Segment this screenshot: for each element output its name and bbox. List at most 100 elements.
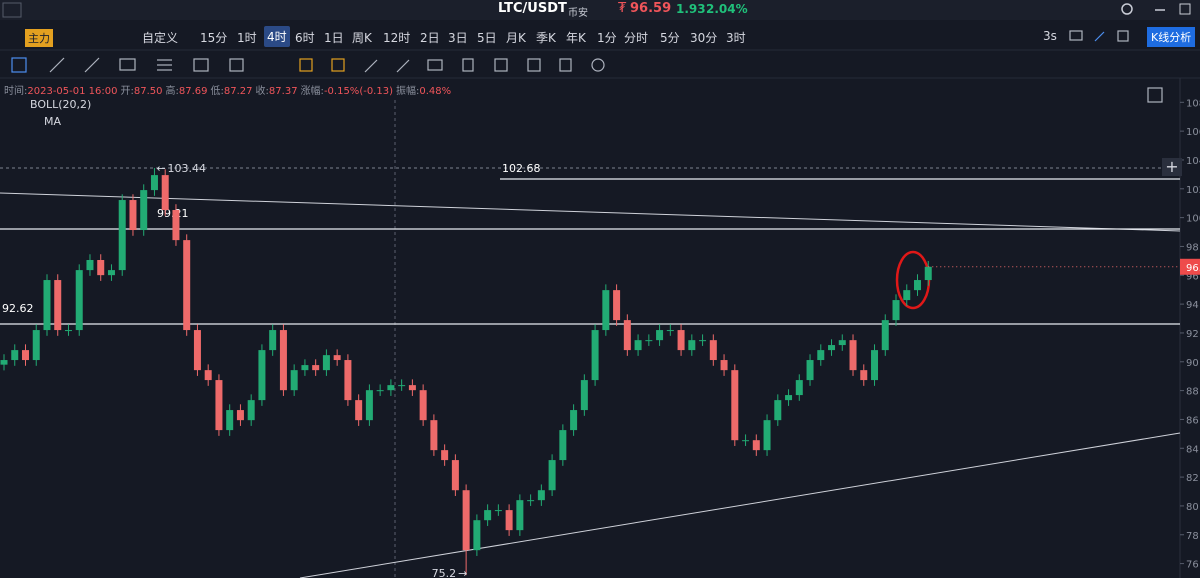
lock-tool[interactable] — [462, 58, 474, 72]
line-tool[interactable] — [49, 57, 65, 73]
candle-tool[interactable] — [427, 59, 443, 71]
y-tick-label: 82 — [1186, 473, 1199, 484]
search-icon[interactable] — [1121, 3, 1133, 15]
candle-body — [215, 380, 223, 431]
interval-button[interactable]: 5分 — [660, 31, 680, 45]
y-tick-label: 78 — [1186, 531, 1199, 542]
candle-body — [806, 360, 814, 381]
candle-body — [559, 430, 567, 461]
candle-body — [172, 209, 180, 241]
interval-button[interactable]: 季K — [536, 31, 556, 45]
pen-tool[interactable] — [364, 59, 378, 73]
magnet-tool[interactable] — [331, 58, 345, 72]
info-value: 87.69 — [178, 86, 208, 97]
candle-body — [355, 400, 363, 421]
candle-body — [570, 410, 578, 431]
interval-button[interactable]: 1分 — [597, 31, 617, 45]
interval-button[interactable]: 3时 — [726, 31, 746, 45]
y-tick-label: 84 — [1186, 444, 1199, 455]
fullscreen-icon[interactable] — [1147, 87, 1163, 103]
info-label: 收: — [255, 86, 269, 97]
info-label: 低: — [210, 86, 224, 97]
ohlc-info: 时间:2023-05-01 16:00 开:87.50 高:87.69 低:87.27… — [4, 82, 454, 97]
candle-body — [645, 340, 653, 342]
indicator-boll[interactable]: BOLL(20,2) — [30, 98, 92, 111]
candle-body — [129, 200, 137, 231]
interval-button[interactable]: 1日 — [324, 31, 344, 45]
candle-body — [613, 290, 621, 321]
candle-body — [279, 330, 287, 391]
main-indicator-button[interactable]: 主力 — [25, 29, 53, 47]
interval-button[interactable]: 3日 — [448, 31, 468, 45]
measure-tool[interactable] — [229, 58, 244, 72]
add-icon[interactable]: + — [1165, 157, 1178, 176]
interval-button[interactable]: 年K — [566, 31, 586, 45]
interval-button[interactable]: 4时 — [264, 26, 290, 47]
candle-body — [634, 340, 642, 351]
interval-button[interactable]: 1时 — [237, 31, 257, 45]
ruler-tool[interactable] — [299, 58, 313, 72]
rect-tool[interactable] — [119, 58, 136, 71]
refresh-interval[interactable]: 3s — [1043, 29, 1057, 43]
arrow: ← — [156, 162, 165, 175]
copy-tool[interactable] — [494, 58, 508, 72]
parallel-tool[interactable] — [84, 57, 100, 73]
indicator-ma[interactable]: MA — [44, 115, 62, 128]
y-tick-label: 86 — [1186, 415, 1199, 426]
interval-button[interactable]: 2日 — [420, 31, 440, 45]
last-price: 96.59 — [630, 1, 672, 16]
candle-body — [838, 340, 846, 346]
candle-body — [193, 330, 201, 371]
interval-button[interactable]: 15分 — [200, 31, 228, 45]
candle-body — [236, 410, 244, 421]
candle-body — [720, 360, 728, 371]
custom-button[interactable]: 自定义 — [142, 31, 179, 45]
candle-body — [269, 330, 277, 351]
app-icon[interactable] — [2, 2, 22, 18]
candle-body — [484, 510, 492, 521]
y-tick-label: 102 — [1186, 185, 1200, 196]
interval-button[interactable]: 月K — [506, 31, 526, 45]
interval-button[interactable]: 周K — [352, 31, 372, 45]
candle-body — [505, 510, 513, 531]
interval-button[interactable]: 6时 — [295, 31, 315, 45]
add-button[interactable] — [1162, 158, 1182, 176]
candle-body — [32, 330, 40, 361]
candle-body — [602, 290, 610, 331]
edit-tool[interactable] — [527, 58, 541, 72]
settings-tool[interactable] — [591, 58, 605, 72]
draw-icon[interactable] — [1094, 31, 1105, 42]
y-tick-label: 96 — [1186, 271, 1199, 282]
candle-body — [43, 280, 51, 331]
candle-body — [75, 270, 83, 331]
interval-button[interactable]: 分时 — [624, 31, 649, 45]
trend-line — [0, 192, 1181, 232]
interval-button[interactable]: 30分 — [690, 31, 718, 45]
camera-icon[interactable] — [1069, 30, 1083, 41]
currency-symbol: ₮ — [618, 1, 627, 16]
analysis-button[interactable]: K线分析 — [1147, 27, 1196, 47]
candle-body — [742, 440, 750, 442]
cross-tool[interactable] — [11, 57, 27, 73]
candle-body — [785, 395, 793, 401]
info-value: 0.48% — [419, 86, 452, 97]
y-tick-label: 80 — [1186, 502, 1199, 513]
candle-body — [892, 300, 900, 321]
delete-tool[interactable] — [559, 58, 572, 72]
candle-body — [258, 350, 266, 401]
y-tick-label: 104 — [1186, 156, 1200, 167]
info-label: 时间: — [4, 86, 28, 97]
candle-body — [914, 280, 922, 291]
pattern-tool[interactable] — [193, 58, 209, 72]
candle-body — [462, 490, 470, 551]
brush-tool[interactable] — [396, 59, 410, 73]
candle-body — [903, 290, 911, 301]
candle-body — [666, 330, 674, 332]
interval-button[interactable]: 12时 — [383, 31, 411, 45]
settings-icon[interactable] — [1117, 30, 1129, 42]
candle-body — [849, 340, 857, 371]
candle-body — [301, 365, 309, 371]
y-tick-label: 92 — [1186, 329, 1199, 340]
window-icon[interactable] — [1179, 3, 1191, 15]
interval-button[interactable]: 5日 — [477, 31, 497, 45]
